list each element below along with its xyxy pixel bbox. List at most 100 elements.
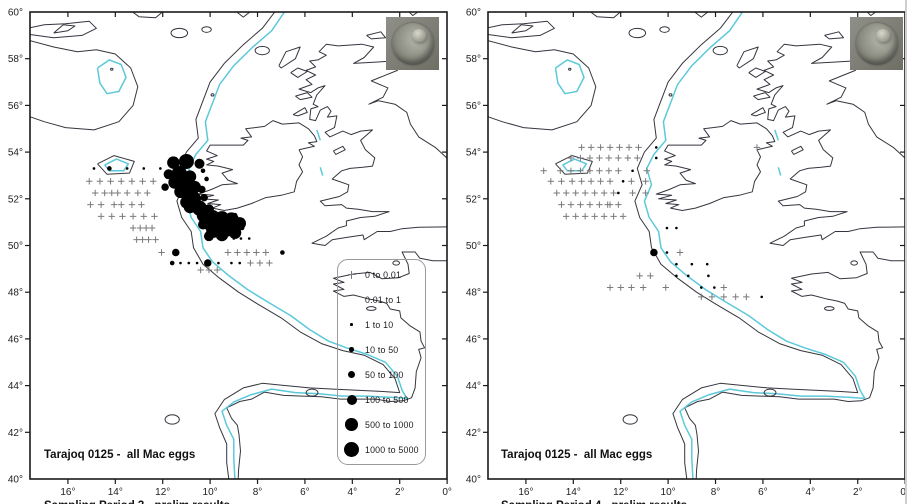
- station-bubble: [247, 237, 251, 240]
- y-tick-label: 48°: [466, 288, 481, 299]
- x-tick-label: 8°: [711, 487, 721, 498]
- station-plus: [205, 266, 213, 274]
- station-plus: [108, 189, 115, 197]
- station-plus: [635, 144, 642, 151]
- station-plus: [108, 213, 115, 220]
- station-plus: [197, 266, 204, 274]
- legend-item: 50 to 100: [338, 363, 425, 387]
- station-bubble: [238, 261, 242, 265]
- station-bubble: [204, 176, 209, 182]
- station-bubble: [631, 169, 634, 173]
- station-plus: [606, 284, 614, 291]
- station-bubble: [200, 168, 206, 174]
- y-tick-label: 40°: [8, 475, 23, 486]
- station-bubble: [178, 153, 194, 169]
- bubble-size-legend: 0 to 0.01 0.01 to 1 1 to 10 10 to 50 50 to 1…: [337, 259, 426, 465]
- station-plus: [610, 213, 617, 220]
- station-plus: [615, 201, 622, 208]
- station-plus: [568, 178, 576, 185]
- x-tick-label: 0°: [900, 487, 907, 498]
- station-plus: [140, 213, 147, 220]
- stations-right: [540, 144, 764, 301]
- station-plus: [617, 284, 624, 291]
- station-plus: [643, 167, 650, 174]
- stations-left: [86, 153, 285, 274]
- station-bubble: [195, 261, 199, 265]
- legend-item: 500 to 1000: [338, 413, 425, 437]
- station-plus: [629, 189, 636, 197]
- x-tick-label: 12°: [155, 487, 170, 498]
- station-plus: [134, 189, 142, 197]
- station-bubble: [654, 146, 658, 149]
- station-plus: [567, 201, 575, 208]
- station-plus: [547, 178, 555, 185]
- station-plus: [110, 201, 118, 208]
- station-bubble: [230, 261, 233, 265]
- station-plus: [577, 167, 584, 174]
- station-bubble: [650, 248, 658, 257]
- station-plus: [148, 224, 156, 232]
- station-plus: [642, 189, 649, 197]
- station-plus: [587, 178, 595, 185]
- station-plus: [600, 189, 608, 197]
- oil-globule: [875, 29, 890, 43]
- station-bubble: [700, 286, 703, 289]
- station-plus: [553, 189, 560, 197]
- legend-item-label: 500 to 1000: [365, 419, 414, 430]
- x-tick-label: 0°: [442, 487, 452, 498]
- station-plus: [628, 284, 635, 291]
- station-plus: [605, 167, 613, 174]
- station-bubble: [171, 165, 187, 181]
- station-plus: [107, 178, 114, 185]
- station-plus: [243, 249, 251, 256]
- x-tick-label: 6°: [758, 487, 768, 498]
- station-plus: [642, 178, 649, 185]
- x-tick-label: 4°: [348, 487, 358, 498]
- bubble-marker-icon: [338, 323, 365, 326]
- x-tick-label: 6°: [300, 487, 310, 498]
- y-tick-label: 60°: [466, 8, 481, 19]
- x-tick-label: 2°: [853, 487, 863, 498]
- station-plus: [142, 224, 150, 232]
- station-plus: [101, 189, 108, 197]
- map-title-line2: Sampling Period 3 - prelim results: [44, 498, 230, 504]
- legend-item: 100 to 500: [338, 388, 425, 412]
- station-bubble: [705, 262, 709, 266]
- station-plus: [137, 224, 144, 232]
- legend-item: 1000 to 5000: [338, 438, 425, 462]
- y-tick-label: 46°: [466, 334, 481, 345]
- legend-item: 0 to 0.01: [338, 263, 425, 287]
- station-plus: [662, 284, 669, 291]
- mackerel-egg: [855, 22, 898, 65]
- station-plus: [753, 144, 761, 151]
- station-plus: [572, 189, 579, 197]
- station-plus: [247, 259, 254, 267]
- station-plus: [591, 189, 598, 197]
- station-bubble: [169, 260, 175, 266]
- station-bubble: [713, 286, 716, 289]
- station-bubble: [675, 262, 678, 266]
- y-tick-label: 56°: [8, 101, 23, 112]
- station-plus: [114, 189, 121, 197]
- station-bubble: [219, 221, 235, 237]
- station-plus: [596, 154, 603, 162]
- station-bubble: [159, 167, 162, 170]
- station-plus: [605, 154, 613, 162]
- station-plus: [596, 167, 603, 174]
- station-plus: [262, 249, 270, 256]
- map-title-line1: Tarajoq 0125 - all Mac eggs: [501, 449, 653, 461]
- bubble-marker-icon: [338, 418, 365, 431]
- x-tick-label: 10°: [203, 487, 218, 498]
- y-tick-label: 50°: [8, 241, 23, 252]
- station-plus: [144, 189, 151, 197]
- station-bubble: [217, 261, 220, 265]
- station-plus: [558, 178, 565, 185]
- station-plus: [96, 178, 104, 185]
- station-plus: [128, 178, 136, 185]
- station-plus: [87, 201, 94, 208]
- y-tick-label: 54°: [8, 148, 23, 159]
- station-plus: [97, 201, 105, 208]
- station-bubble: [760, 295, 764, 299]
